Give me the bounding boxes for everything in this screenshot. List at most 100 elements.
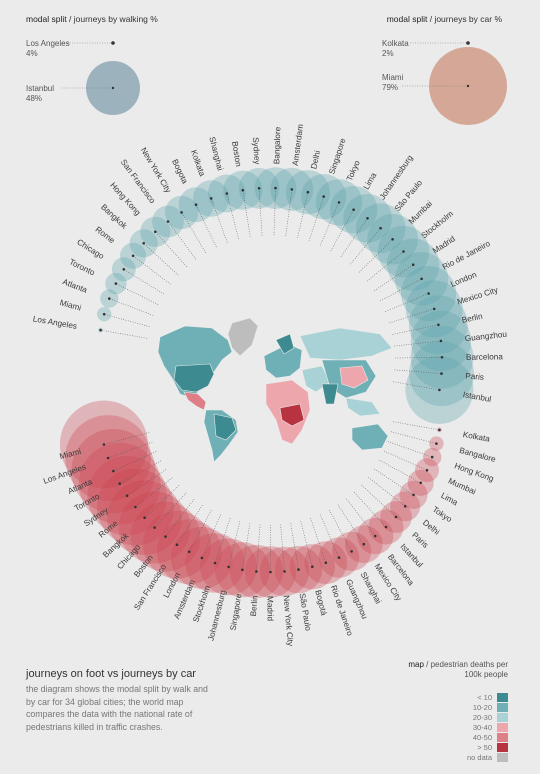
- car-dot-rome: [134, 505, 137, 509]
- walk-dot-new-york-city: [180, 211, 183, 214]
- car-legend-city-1: Miami: [382, 73, 404, 82]
- map-legend-title: map / pedestrian deaths per: [388, 660, 508, 670]
- map-legend-label: no data: [466, 752, 492, 762]
- map-legend-title-bold: map: [408, 660, 424, 669]
- car-leader-mumbai: [383, 450, 428, 471]
- walk-legend-value-0: 4%: [26, 49, 38, 58]
- car-dot-lima: [419, 481, 423, 485]
- car-leader-tokyo: [374, 468, 414, 496]
- map-legend-swatch: [497, 742, 508, 752]
- walk-scale-legend: Los Angeles 4% Istanbul 48%: [26, 39, 140, 115]
- map-legend-label: 40-50: [472, 732, 492, 742]
- car-label-johannesburg: Johannesburg: [206, 589, 227, 642]
- map-southeast-asia: [345, 397, 381, 417]
- car-leader-toronto: [119, 460, 161, 484]
- walk-leader-los-angeles: [100, 329, 147, 339]
- walk-leader-barcelona: [394, 357, 443, 359]
- car-dot-london: [187, 550, 191, 554]
- walk-leader-london: [385, 293, 429, 312]
- walk-label-mumbai: Mumbai: [407, 199, 434, 226]
- map-china: [339, 365, 369, 389]
- walk-dot-san-francisco: [166, 220, 170, 223]
- walk-label-bangkok: Bangkok: [99, 202, 129, 231]
- car-dot-delhi: [403, 505, 407, 508]
- walk-leader-amsterdam: [285, 189, 293, 237]
- walk-leader-atlanta: [109, 298, 154, 316]
- car-dot-atlanta: [112, 469, 115, 473]
- car-dot-stockholm: [213, 561, 217, 565]
- map-legend-label: > 50: [477, 742, 492, 752]
- car-dot-tokyo: [412, 493, 415, 497]
- walk-leader-johannesburg: [340, 218, 368, 258]
- map-scandinavia: [275, 333, 295, 355]
- car-label-paris: Paris: [410, 530, 430, 549]
- map-legend-title-rest: / pedestrian deaths per: [423, 660, 508, 669]
- car-leader-boston: [165, 499, 195, 537]
- walk-dot-shanghai: [225, 192, 229, 195]
- car-dot-shanghai: [350, 550, 353, 553]
- car-dot-guangzhou: [337, 556, 341, 559]
- walk-label-miami: Miami: [59, 298, 83, 313]
- walk-dot-kolkata: [209, 197, 213, 200]
- map-legend-swatch: [497, 732, 508, 742]
- walk-dot-sydney: [257, 187, 261, 190]
- car-dot-bangkok: [143, 516, 146, 519]
- car-leader-singapore: [242, 523, 251, 570]
- map-legend-label: 30-40: [472, 722, 492, 732]
- car-dot-bangalore: [435, 442, 438, 445]
- walk-label-bangalore: Bangalore: [272, 126, 282, 164]
- caption-title: journeys on foot vs journeys by car: [26, 668, 196, 680]
- car-leader-berlin: [256, 524, 261, 572]
- walk-dot-lima: [352, 208, 355, 211]
- car-leader-sao-paulo: [290, 523, 299, 570]
- map-legend-row: 40-50: [388, 732, 508, 742]
- car-label-kolkata: Kolkata: [462, 430, 491, 444]
- car-dot-new-york-city: [283, 570, 286, 573]
- car-dot-singapore: [241, 568, 244, 572]
- walk-dot-bogota: [194, 203, 198, 206]
- car-dot-boston: [164, 535, 167, 538]
- car-leader-amsterdam: [201, 514, 221, 559]
- walk-leader-hong-kong: [155, 231, 187, 268]
- map-legend-row: 30-40: [388, 722, 508, 732]
- car-leader-lima: [379, 459, 421, 484]
- walk-label-singapore: Singapore: [327, 137, 347, 176]
- walk-dot-paris: [440, 372, 443, 375]
- map-russia: [299, 327, 393, 361]
- walk-dot-atlanta: [108, 297, 111, 300]
- walk-dot-boston: [241, 188, 245, 192]
- walk-dot-london: [427, 292, 430, 295]
- car-leader-mexico-city: [337, 504, 365, 545]
- walk-label-bogota: Bogota: [170, 158, 189, 186]
- map-legend-label: 20-30: [472, 712, 492, 722]
- walk-dot-bangalore: [274, 186, 277, 190]
- walk-dot-chicago: [122, 268, 126, 271]
- car-label-singapore: Singapore: [229, 592, 244, 631]
- map-legend-row: 10-20: [388, 702, 508, 712]
- walk-dot-bangkok: [142, 242, 145, 245]
- walk-label-kolkata: Kolkata: [189, 149, 207, 178]
- car-leader-rio-de-janeiro: [310, 518, 327, 563]
- walk-label-lima: Lima: [362, 171, 379, 191]
- car-dot-toronto: [118, 482, 121, 485]
- walk-dot-toronto: [114, 282, 118, 285]
- walk-label-barcelona: Barcelona: [466, 352, 503, 362]
- car-leader-london: [188, 510, 212, 552]
- walk-dot-istanbul: [438, 388, 441, 392]
- car-label-mumbai: Mumbai: [447, 476, 477, 496]
- car-legend-dot-small: [466, 41, 470, 45]
- walk-legend-value-1: 48%: [26, 94, 42, 103]
- walk-leader-paris: [394, 369, 442, 374]
- map-legend-swatch: [497, 702, 508, 712]
- car-leader-johannesburg: [228, 521, 241, 567]
- walk-leader-madrid: [373, 264, 414, 292]
- car-legend-city-0: Kolkata: [382, 39, 409, 48]
- car-label-lima: Lima: [439, 491, 459, 508]
- walk-dot-tokyo: [337, 201, 341, 204]
- walk-leader-berlin: [392, 324, 439, 335]
- walk-label-london: London: [449, 270, 478, 289]
- car-leader-rome: [135, 477, 173, 508]
- walk-dot-mumbai: [391, 238, 394, 241]
